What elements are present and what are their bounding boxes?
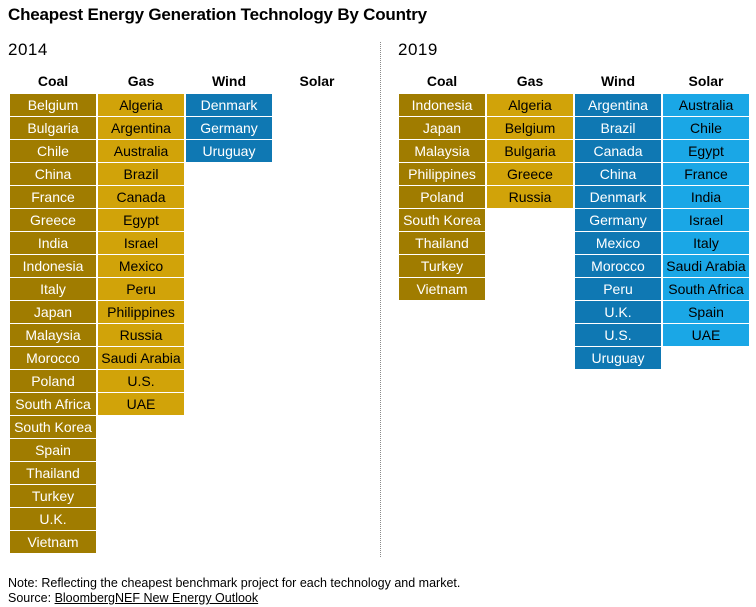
country-cell: U.K.: [10, 508, 96, 531]
country-cell: Russia: [487, 186, 573, 209]
country-cell: Denmark: [186, 94, 272, 117]
country-cell: South Korea: [399, 209, 485, 232]
country-cell: Turkey: [10, 485, 96, 508]
column-header-gas: Gas: [516, 73, 544, 89]
country-cell: Malaysia: [10, 324, 96, 347]
country-cell: Brazil: [575, 117, 661, 140]
country-cell: Malaysia: [399, 140, 485, 163]
column-header-coal: Coal: [37, 73, 69, 89]
country-cell: Poland: [399, 186, 485, 209]
country-cell: U.S.: [98, 370, 184, 393]
country-cell: Japan: [399, 117, 485, 140]
column-header-solar: Solar: [688, 73, 724, 89]
country-cell: Indonesia: [399, 94, 485, 117]
country-cell: Morocco: [10, 347, 96, 370]
country-cell: Germany: [186, 117, 272, 140]
country-cell: Belgium: [10, 94, 96, 117]
country-cell: Turkey: [399, 255, 485, 278]
country-cell: Australia: [663, 94, 749, 117]
country-cell: Chile: [10, 140, 96, 163]
country-cell: Bulgaria: [10, 117, 96, 140]
column-wind-2019: Wind Argentina Brazil Canada China Denmark Ger…: [575, 72, 661, 370]
year-label-2014: 2014: [8, 40, 48, 59]
country-cell: Germany: [575, 209, 661, 232]
country-cell: Algeria: [98, 94, 184, 117]
country-cell: Poland: [10, 370, 96, 393]
country-cell: China: [10, 163, 96, 186]
country-cell: Algeria: [487, 94, 573, 117]
country-cell: Thailand: [399, 232, 485, 255]
country-cell: Canada: [98, 186, 184, 209]
country-cell: Australia: [98, 140, 184, 163]
column-header-gas: Gas: [127, 73, 155, 89]
country-cell: U.S.: [575, 324, 661, 347]
footnote: Note: Reflecting the cheapest benchmark …: [8, 576, 461, 590]
country-cell: South Korea: [10, 416, 96, 439]
country-cell: Brazil: [98, 163, 184, 186]
column-coal-2019: Coal Indonesia Japan Malaysia Philippines Pol…: [399, 72, 485, 301]
column-header-wind: Wind: [600, 73, 636, 89]
country-cell: Indonesia: [10, 255, 96, 278]
country-cell: U.K.: [575, 301, 661, 324]
country-cell: Japan: [10, 301, 96, 324]
column-gas-2019: Gas Algeria Belgium Bulgaria Greece Russia: [487, 72, 573, 209]
country-cell: UAE: [663, 324, 749, 347]
country-cell: South Africa: [663, 278, 749, 301]
country-cell: Peru: [98, 278, 184, 301]
country-cell: Italy: [10, 278, 96, 301]
column-solar-2019: Solar Australia Chile Egypt France India Israe…: [663, 72, 749, 347]
country-cell: Argentina: [98, 117, 184, 140]
column-coal-2014: Coal Belgium Bulgaria Chile China France Greec…: [10, 72, 96, 554]
column-header-solar: Solar: [299, 73, 335, 89]
chart-title: Cheapest Energy Generation Technology By…: [8, 5, 427, 24]
country-cell: Denmark: [575, 186, 661, 209]
country-cell: Greece: [10, 209, 96, 232]
country-cell: UAE: [98, 393, 184, 416]
country-cell: Spain: [663, 301, 749, 324]
country-cell: India: [663, 186, 749, 209]
country-cell: Mexico: [575, 232, 661, 255]
country-cell: Egypt: [663, 140, 749, 163]
country-cell: Spain: [10, 439, 96, 462]
column-wind-2014: Wind Denmark Germany Uruguay: [186, 72, 272, 163]
column-header-coal: Coal: [426, 73, 458, 89]
country-cell: China: [575, 163, 661, 186]
country-cell: Thailand: [10, 462, 96, 485]
country-cell: Canada: [575, 140, 661, 163]
country-cell: South Africa: [10, 393, 96, 416]
source-link[interactable]: BloombergNEF New Energy Outlook: [54, 591, 259, 605]
country-cell: Israel: [663, 209, 749, 232]
country-cell: Vietnam: [10, 531, 96, 554]
column-gas-2014: Gas Algeria Argentina Australia Brazil Canada…: [98, 72, 184, 416]
country-cell: Mexico: [98, 255, 184, 278]
country-cell: Vietnam: [399, 278, 485, 301]
country-cell: Philippines: [98, 301, 184, 324]
country-cell: Egypt: [98, 209, 184, 232]
country-cell: India: [10, 232, 96, 255]
country-cell: Argentina: [575, 94, 661, 117]
country-cell: Greece: [487, 163, 573, 186]
country-cell: Russia: [98, 324, 184, 347]
country-cell: Philippines: [399, 163, 485, 186]
country-cell: Italy: [663, 232, 749, 255]
country-cell: Chile: [663, 117, 749, 140]
country-cell: Uruguay: [186, 140, 272, 163]
country-cell: France: [663, 163, 749, 186]
country-cell: Saudi Arabia: [98, 347, 184, 370]
country-cell: France: [10, 186, 96, 209]
source-prefix: Source:: [8, 591, 55, 605]
country-cell: Belgium: [487, 117, 573, 140]
country-cell: Bulgaria: [487, 140, 573, 163]
country-cell: Uruguay: [575, 347, 661, 370]
column-header-wind: Wind: [211, 73, 247, 89]
panel-divider: [380, 42, 381, 557]
source-line: Source: BloombergNEF New Energy Outlook: [8, 591, 258, 605]
column-solar-2014: Solar: [274, 72, 360, 94]
country-cell: Peru: [575, 278, 661, 301]
country-cell: Saudi Arabia: [663, 255, 749, 278]
country-cell: Israel: [98, 232, 184, 255]
year-label-2019: 2019: [398, 40, 438, 59]
country-cell: Morocco: [575, 255, 661, 278]
